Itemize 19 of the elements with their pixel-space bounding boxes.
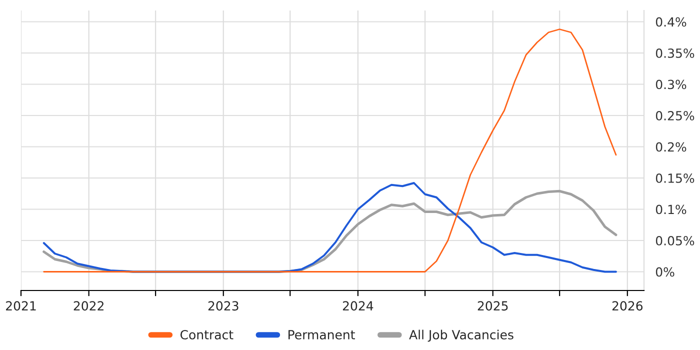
x-tick-label: 2026: [612, 301, 643, 311]
y-tick-label: 0.35%: [656, 48, 694, 58]
x-tick-label: 2025: [478, 301, 508, 311]
x-tick-label: 2021: [6, 301, 36, 311]
line-series: [43, 28, 617, 272]
y-tick-label: 0.1%: [656, 204, 686, 214]
x-tick-label: 2022: [74, 301, 104, 311]
y-tick-label: 0.25%: [656, 110, 694, 120]
x-tick-label: 2023: [208, 301, 238, 311]
y-tick-label: 0.3%: [656, 80, 686, 90]
y-tick-label: 0%: [656, 267, 674, 277]
y-tick-label: 0.15%: [656, 173, 694, 183]
y-tick-label: 0.2%: [656, 142, 686, 152]
legend-label: All Job Vacancies: [409, 330, 514, 342]
x-tick-label: 2024: [342, 301, 374, 311]
y-tick-label: 0.4%: [656, 17, 686, 27]
legend-label: Permanent: [288, 330, 355, 340]
y-tick-label: 0.05%: [656, 236, 694, 246]
legend-label: Contract: [180, 330, 234, 340]
